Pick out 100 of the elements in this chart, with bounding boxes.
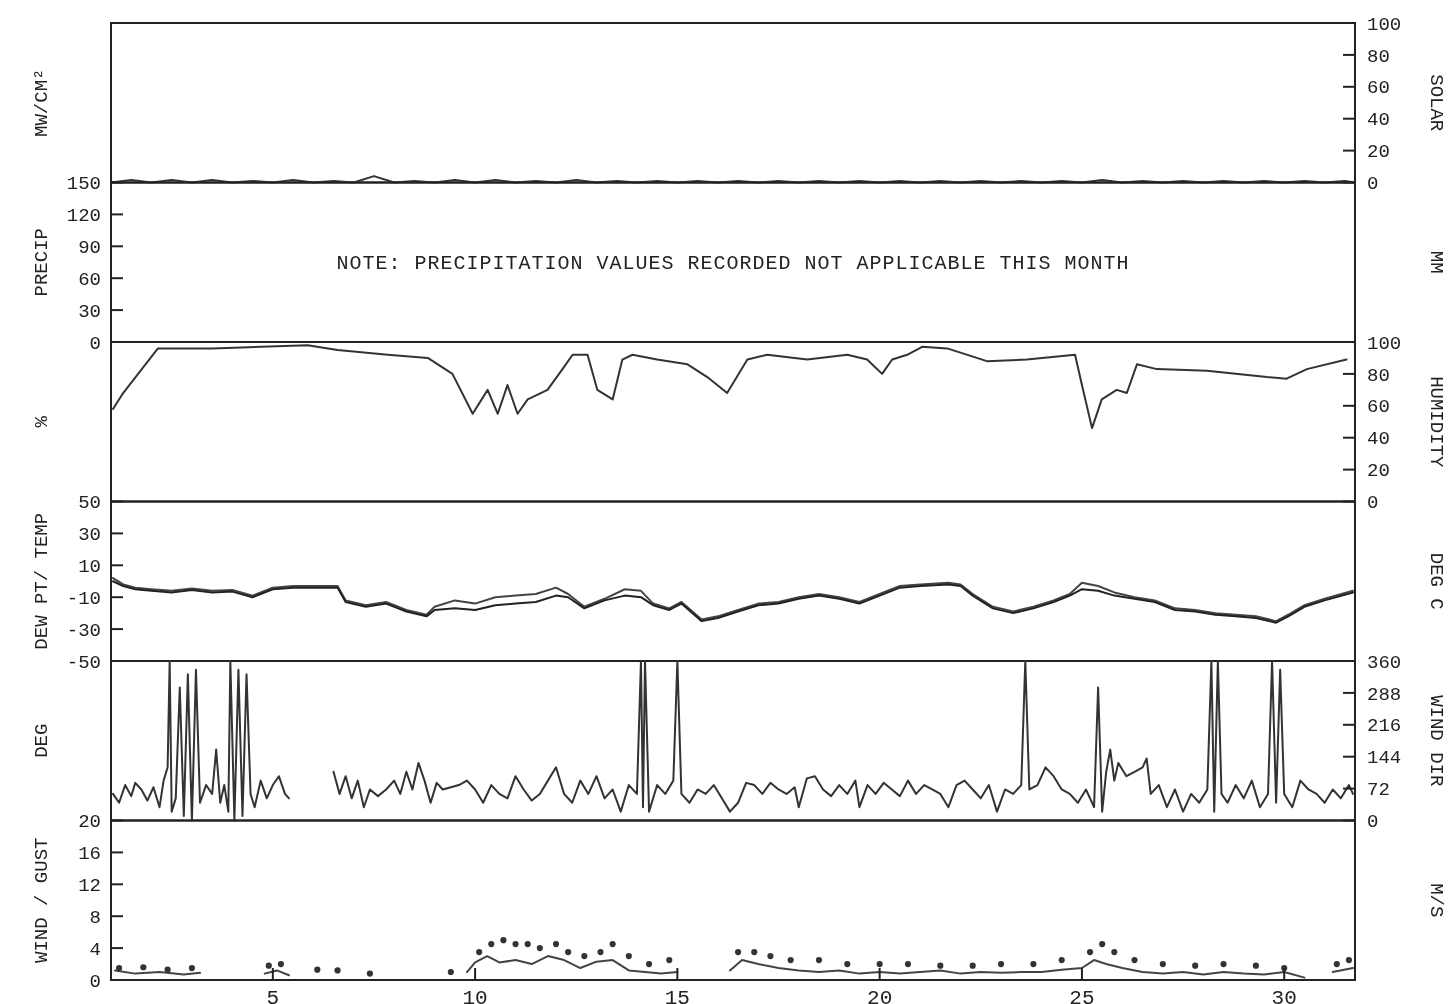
- point: [1192, 962, 1199, 969]
- y-axis-title: MW/CM²: [30, 68, 53, 137]
- y-tick-label: 16: [78, 843, 101, 866]
- point: [565, 949, 572, 956]
- point: [767, 952, 774, 960]
- y-tick-label: 20: [78, 811, 101, 834]
- y2-tick-label: 60: [1367, 396, 1390, 419]
- point: [1030, 960, 1037, 968]
- y-tick-label: 12: [78, 874, 101, 897]
- point: [1131, 956, 1138, 964]
- point: [645, 960, 653, 968]
- point: [552, 941, 560, 948]
- x-tick-label: 25: [1069, 987, 1095, 1004]
- y2-tick-label: 0: [1367, 811, 1379, 834]
- y2-tick-label: 100: [1367, 13, 1402, 36]
- point: [1159, 960, 1166, 968]
- y2-axis-title: HUMIDITY: [1425, 376, 1448, 468]
- point: [188, 964, 195, 972]
- point: [1220, 960, 1227, 968]
- point: [164, 966, 171, 973]
- y2-tick-label: 360: [1367, 651, 1402, 674]
- point: [277, 960, 284, 968]
- y-tick-label: 0: [89, 970, 101, 993]
- y-tick-label: 30: [78, 524, 101, 547]
- point: [512, 941, 519, 948]
- y2-axis-title: MM: [1425, 250, 1448, 274]
- y-axis-title: PRECIP: [30, 228, 53, 297]
- y2-axis-title: SOLAR: [1425, 74, 1448, 132]
- y-axis-title: DEW PT/ TEMP: [30, 512, 53, 650]
- point: [116, 964, 123, 972]
- point: [609, 941, 616, 948]
- point: [815, 956, 823, 964]
- y2-tick-label: 216: [1367, 715, 1402, 738]
- x-tick-label: 10: [462, 987, 488, 1004]
- y2-tick-label: 72: [1367, 779, 1390, 802]
- point: [937, 962, 944, 969]
- y-tick-label: -10: [66, 587, 101, 610]
- y-tick-label: 90: [78, 236, 101, 259]
- y2-tick-label: 80: [1367, 364, 1390, 387]
- y2-tick-label: 288: [1367, 683, 1402, 706]
- point: [265, 962, 272, 969]
- point: [734, 949, 742, 956]
- y-axis-title: %: [30, 415, 53, 428]
- point: [751, 949, 758, 956]
- y2-tick-label: 100: [1367, 332, 1402, 355]
- y2-tick-label: 144: [1367, 747, 1402, 770]
- y2-tick-label: 40: [1367, 428, 1390, 451]
- point: [1252, 962, 1259, 969]
- y2-axis-title: M/S: [1425, 883, 1448, 918]
- y-tick-label: 0: [89, 332, 101, 355]
- y2-tick-label: 40: [1367, 109, 1390, 132]
- point: [1058, 956, 1065, 964]
- y-tick-label: 60: [78, 268, 101, 291]
- point: [1345, 956, 1353, 964]
- y-tick-label: 120: [66, 205, 101, 228]
- point: [366, 970, 373, 977]
- y2-tick-label: 80: [1367, 45, 1390, 68]
- y2-tick-label: 20: [1367, 141, 1390, 164]
- point: [787, 956, 794, 964]
- point: [876, 960, 883, 968]
- y2-axis-title: DEG C: [1425, 552, 1448, 610]
- y-tick-label: 8: [89, 906, 101, 929]
- x-tick-label: 30: [1271, 987, 1297, 1004]
- point: [500, 937, 507, 944]
- point: [488, 941, 495, 948]
- point: [447, 968, 454, 976]
- point: [1086, 949, 1094, 956]
- y2-tick-label: 0: [1367, 173, 1379, 196]
- y-tick-label: 4: [89, 938, 101, 961]
- annotation: NOTE: PRECIPITATION VALUES RECORDED NOT APPLICABLE THIS MONTH: [336, 252, 1130, 276]
- point: [536, 945, 543, 952]
- y-tick-label: -50: [66, 651, 101, 674]
- point: [904, 960, 912, 968]
- y-tick-label: 150: [66, 173, 101, 196]
- point: [581, 952, 588, 960]
- y-tick-label: -30: [66, 619, 101, 642]
- line-series: [112, 344, 1348, 430]
- x-tick-label: 20: [867, 987, 893, 1004]
- point: [997, 960, 1005, 968]
- x-tick-label: 5: [266, 987, 280, 1004]
- point: [625, 952, 632, 960]
- point: [314, 966, 321, 973]
- point: [524, 941, 531, 948]
- point: [476, 949, 483, 956]
- point: [666, 956, 673, 964]
- point: [1333, 960, 1340, 968]
- point: [334, 967, 341, 974]
- point: [597, 949, 604, 956]
- y2-tick-label: 60: [1367, 77, 1390, 100]
- y-axis-title: WIND / GUST: [30, 837, 53, 963]
- y-tick-label: 10: [78, 555, 101, 578]
- point: [140, 964, 147, 971]
- point: [844, 960, 851, 968]
- x-tick-label: 15: [664, 987, 690, 1004]
- point: [1099, 941, 1106, 948]
- y-axis-title: DEG: [30, 723, 53, 758]
- y-tick-label: 30: [78, 300, 101, 323]
- y-tick-label: 50: [78, 492, 101, 515]
- y2-tick-label: 0: [1367, 492, 1379, 515]
- y2-axis-title: WIND DIR: [1425, 695, 1448, 787]
